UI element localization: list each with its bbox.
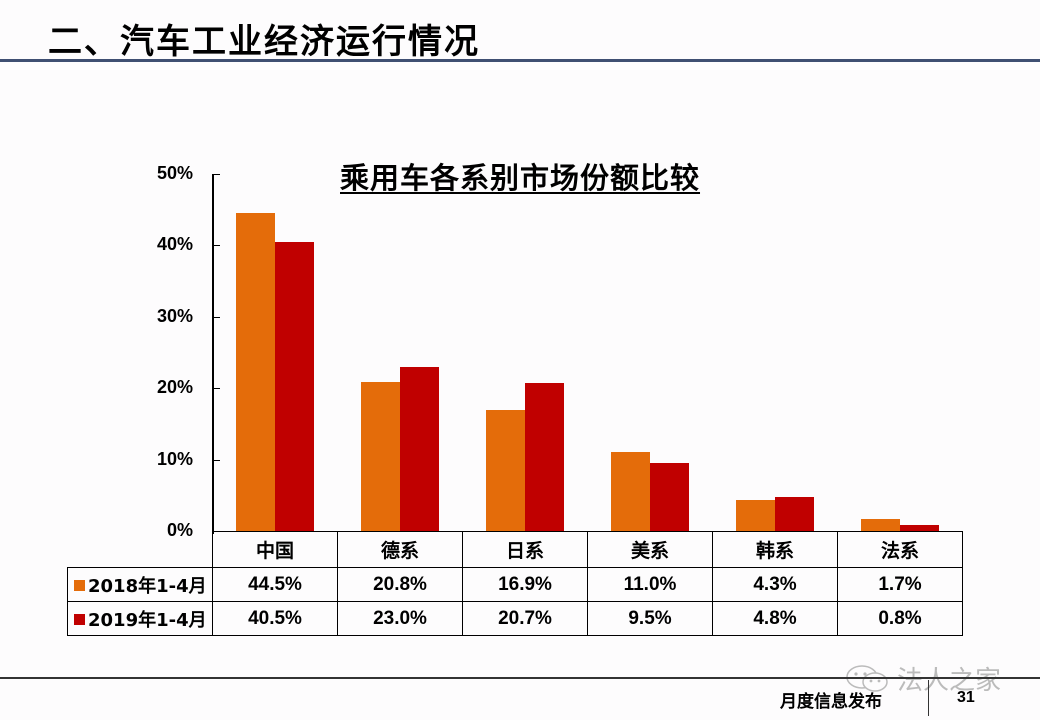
- value-cell: 20.7%: [462, 601, 588, 636]
- y-tick: [212, 174, 220, 175]
- slide-title: 二、汽车工业经济运行情况: [48, 22, 480, 62]
- bar-2018: [861, 518, 900, 531]
- table-row-2018: 2018年1-4月 44.5% 20.8% 16.9% 11.0% 4.3% 1…: [67, 567, 963, 602]
- footer-vertical-divider: [928, 680, 929, 716]
- y-tick: [212, 459, 220, 461]
- bar-2018: [486, 410, 525, 531]
- series-label-2018: 2018年1-4月: [67, 567, 213, 602]
- value-cell: 44.5%: [212, 567, 338, 602]
- bar-2018: [361, 382, 400, 531]
- footer-publication: 月度信息发布: [780, 692, 882, 712]
- y-tick: [212, 388, 220, 390]
- value-cell: 4.8%: [712, 601, 838, 636]
- chart-title: 乘用车各系别市场份额比较: [340, 161, 701, 195]
- watermark-text: 法人之家: [897, 666, 1002, 696]
- page-number: 31: [957, 689, 975, 706]
- value-cell: 16.9%: [462, 567, 588, 602]
- series-label-2019: 2019年1-4月: [67, 601, 213, 636]
- value-cell: 4.3%: [712, 567, 838, 602]
- y-axis: [212, 174, 214, 534]
- value-cell: 40.5%: [212, 601, 338, 636]
- title-divider: [0, 59, 1040, 62]
- bar-2019: [775, 496, 814, 531]
- bar-2018: [611, 452, 650, 531]
- bar-2018: [736, 500, 775, 531]
- series-name: 2019年1-4月: [88, 609, 207, 631]
- table-corner: [67, 531, 213, 568]
- category-cell: 韩系: [712, 531, 838, 568]
- footer-divider: [0, 677, 1040, 679]
- category-cell: 德系: [337, 531, 463, 568]
- category-cell: 美系: [587, 531, 713, 568]
- y-tick: [212, 316, 220, 318]
- value-cell: 0.8%: [837, 601, 963, 636]
- table-row-2019: 2019年1-4月 40.5% 23.0% 20.7% 9.5% 4.8% 0.…: [67, 601, 963, 636]
- value-cell: 1.7%: [837, 567, 963, 602]
- category-row: 中国 德系 日系 美系 韩系 法系: [67, 531, 963, 568]
- value-cell: 23.0%: [337, 601, 463, 636]
- y-tick-label: 30%: [156, 305, 193, 326]
- bar-2019: [900, 525, 939, 531]
- bar-2019: [400, 366, 439, 531]
- bar-2019: [275, 241, 314, 531]
- category-cell: 法系: [837, 531, 963, 568]
- legend-swatch-2018: [74, 579, 85, 591]
- bar-2019: [650, 463, 689, 531]
- y-tick-label: 10%: [156, 448, 193, 469]
- bar-2018: [236, 213, 275, 531]
- series-name: 2018年1-4月: [88, 575, 207, 597]
- value-cell: 20.8%: [337, 567, 463, 602]
- y-tick: [212, 245, 220, 247]
- data-table: 中国 德系 日系 美系 韩系 法系 2018年1-4月 44.5% 20.8% …: [67, 531, 963, 636]
- value-cell: 11.0%: [587, 567, 713, 602]
- category-cell: 中国: [212, 531, 338, 568]
- y-tick-label: 20%: [156, 377, 193, 398]
- category-cell: 日系: [462, 531, 588, 568]
- y-tick-label: 40%: [156, 234, 193, 255]
- legend-swatch-2019: [74, 613, 85, 625]
- y-tick-label: 50%: [156, 163, 193, 183]
- value-cell: 9.5%: [587, 601, 713, 636]
- watermark: 法人之家: [845, 660, 1001, 697]
- bar-2019: [525, 383, 564, 531]
